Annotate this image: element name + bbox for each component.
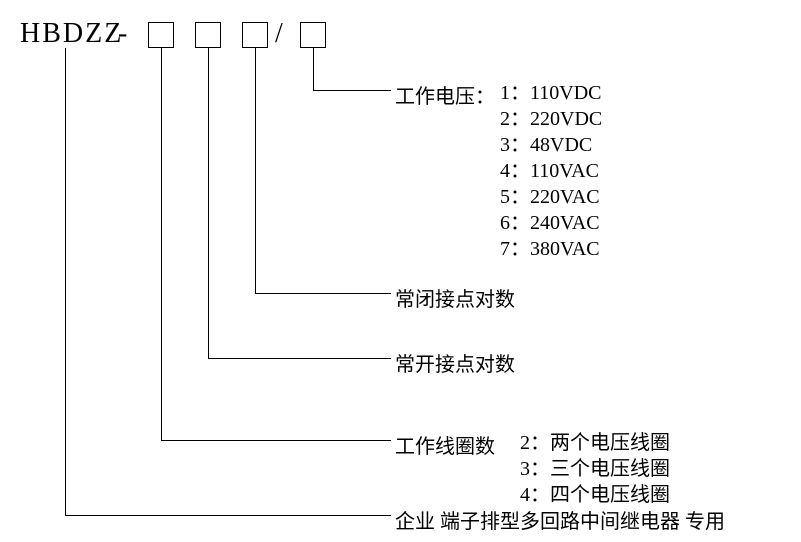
label-enterprise: 企业 端子排型多回路中间继电器 专用 — [395, 505, 725, 534]
lead-line-nc-v — [255, 48, 256, 293]
options-voltage: 1：110VDC 2：220VDC 3：48VDC 4：110VAC 5：220… — [500, 80, 602, 262]
lead-line-voltage-v — [313, 48, 314, 90]
label-coils: 工作线圈数 — [395, 430, 495, 459]
option-coils-1: 2：两个电压线圈 — [520, 430, 670, 456]
diagram-canvas: HBDZZ - / 工作电压： 1：110VDC 2：220VDC 3：48VD… — [0, 0, 801, 542]
lead-line-nc-h — [255, 293, 391, 294]
model-prefix: HBDZZ — [20, 18, 123, 50]
lead-line-enterprise-v — [65, 48, 66, 515]
label-voltage: 工作电压： — [395, 80, 495, 109]
lead-line-enterprise-h — [65, 515, 391, 516]
separator-slash: / — [275, 18, 283, 50]
option-voltage-6: 6：240VAC — [500, 210, 602, 236]
option-voltage-1: 1：110VDC — [500, 80, 602, 106]
option-voltage-5: 5：220VAC — [500, 184, 602, 210]
option-voltage-4: 4：110VAC — [500, 158, 602, 184]
label-no-contacts: 常开接点对数 — [395, 348, 515, 377]
lead-line-no-h — [208, 358, 391, 359]
lead-line-coils-h — [161, 440, 391, 441]
placeholder-box-3 — [242, 22, 268, 48]
label-nc-contacts: 常闭接点对数 — [395, 283, 515, 312]
placeholder-box-4 — [300, 22, 326, 48]
option-voltage-2: 2：220VDC — [500, 106, 602, 132]
lead-line-no-v — [208, 48, 209, 358]
options-coils: 2：两个电压线圈 3：三个电压线圈 4：四个电压线圈 — [520, 430, 670, 508]
placeholder-box-2 — [195, 22, 221, 48]
lead-line-coils-v — [161, 48, 162, 440]
lead-line-voltage-h — [313, 90, 391, 91]
option-voltage-3: 3：48VDC — [500, 132, 602, 158]
option-voltage-7: 7：380VAC — [500, 236, 602, 262]
separator-dash: - — [118, 18, 127, 50]
option-coils-2: 3：三个电压线圈 — [520, 456, 670, 482]
placeholder-box-1 — [148, 22, 174, 48]
